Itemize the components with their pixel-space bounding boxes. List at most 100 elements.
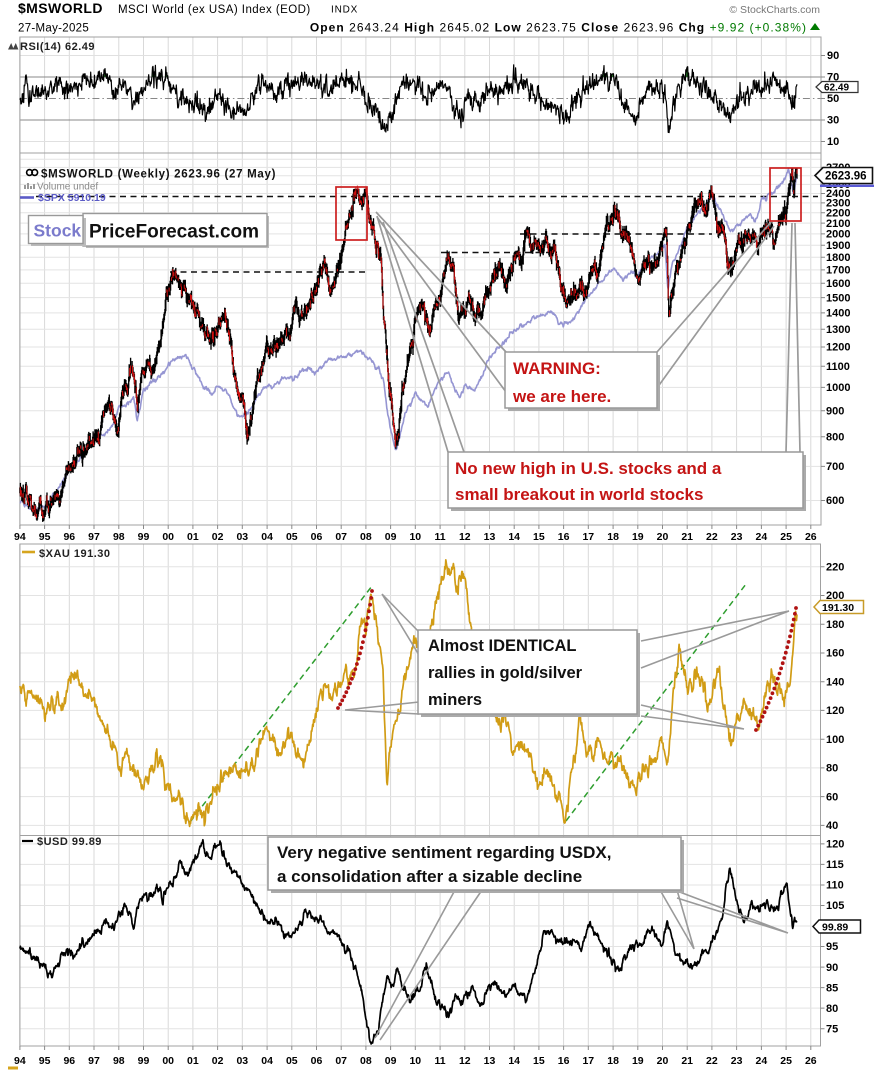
svg-text:96: 96	[63, 1055, 75, 1067]
svg-text:we are here.: we are here.	[512, 387, 611, 406]
svg-text:900: 900	[826, 405, 844, 417]
svg-text:800: 800	[826, 432, 844, 444]
svg-text:95: 95	[39, 531, 51, 543]
svg-text:96: 96	[63, 531, 75, 543]
svg-text:24: 24	[756, 1055, 768, 1067]
svg-text:26: 26	[805, 531, 817, 543]
svg-text:PriceForecast.com: PriceForecast.com	[89, 222, 259, 243]
svg-text:15: 15	[533, 1055, 545, 1067]
svg-text:03: 03	[236, 531, 248, 543]
svg-text:1400: 1400	[826, 308, 850, 320]
svg-text:1000: 1000	[826, 382, 850, 394]
svg-text:$SPX 5910.19: $SPX 5910.19	[38, 192, 106, 204]
svg-text:99: 99	[138, 531, 150, 543]
svg-text:12: 12	[459, 1055, 471, 1067]
svg-text:08: 08	[360, 531, 372, 543]
svg-text:1500: 1500	[826, 292, 850, 304]
svg-text:50: 50	[827, 93, 839, 105]
svg-text:90: 90	[826, 962, 838, 974]
svg-text:© StockCharts.com: © StockCharts.com	[729, 4, 820, 16]
svg-text:07: 07	[335, 531, 347, 543]
svg-text:17: 17	[582, 531, 594, 543]
svg-text:2200: 2200	[826, 208, 850, 220]
svg-text:19: 19	[632, 1055, 644, 1067]
svg-text:95: 95	[826, 941, 838, 953]
svg-text:220: 220	[826, 562, 844, 574]
svg-text:1100: 1100	[826, 361, 850, 373]
svg-text:2623.96: 2623.96	[825, 171, 867, 183]
svg-text:115: 115	[826, 859, 844, 871]
svg-text:RSI(14) 62.49: RSI(14) 62.49	[20, 41, 95, 53]
svg-text:98: 98	[113, 1055, 125, 1067]
svg-text:21: 21	[681, 531, 693, 543]
svg-text:80: 80	[826, 1003, 838, 1015]
svg-text:11: 11	[435, 531, 446, 543]
svg-text:22: 22	[706, 1055, 718, 1067]
svg-text:1700: 1700	[826, 265, 850, 277]
svg-text:13: 13	[484, 1055, 496, 1067]
svg-text:$XAU 191.30: $XAU 191.30	[39, 548, 111, 560]
svg-text:2000: 2000	[826, 229, 850, 241]
svg-text:600: 600	[826, 495, 844, 507]
svg-text:10: 10	[409, 531, 421, 543]
svg-text:24: 24	[756, 531, 768, 543]
svg-text:1200: 1200	[826, 342, 850, 354]
svg-text:06: 06	[311, 531, 323, 543]
svg-text:14: 14	[508, 1055, 520, 1067]
svg-text:a consolidation after a sizabl: a consolidation after a sizable decline	[277, 867, 582, 886]
svg-text:$MSWORLD: $MSWORLD	[18, 0, 103, 16]
svg-text:09: 09	[385, 1055, 397, 1067]
svg-text:05: 05	[286, 531, 298, 543]
svg-text:04: 04	[261, 531, 273, 543]
svg-text:Stock: Stock	[34, 221, 82, 241]
svg-text:17: 17	[582, 1055, 594, 1067]
svg-text:2400: 2400	[826, 188, 850, 200]
svg-text:110: 110	[826, 880, 844, 892]
svg-text:25: 25	[780, 1055, 792, 1067]
svg-text:105: 105	[826, 900, 844, 912]
svg-text:07: 07	[335, 1055, 347, 1067]
svg-text:01: 01	[187, 531, 199, 543]
svg-text:Volume undef: Volume undef	[37, 182, 98, 193]
svg-text:700: 700	[826, 461, 844, 473]
svg-text:18: 18	[607, 531, 619, 543]
svg-text:27-May-2025: 27-May-2025	[18, 23, 89, 35]
svg-text:2100: 2100	[826, 218, 850, 230]
svg-text:02: 02	[212, 1055, 224, 1067]
svg-text:10: 10	[827, 136, 839, 148]
svg-text:00: 00	[162, 531, 174, 543]
svg-text:80: 80	[826, 763, 838, 775]
svg-text:120: 120	[826, 705, 844, 717]
svg-text:$USD 99.89: $USD 99.89	[37, 836, 102, 848]
svg-text:03: 03	[236, 1055, 248, 1067]
svg-text:00: 00	[162, 1055, 174, 1067]
svg-text:160: 160	[826, 648, 844, 660]
svg-text:16: 16	[558, 531, 570, 543]
svg-text:22: 22	[706, 531, 718, 543]
svg-text:04: 04	[261, 1055, 273, 1067]
svg-text:100: 100	[826, 734, 844, 746]
svg-text:02: 02	[212, 531, 224, 543]
svg-text:01: 01	[187, 1055, 199, 1067]
svg-text:75: 75	[826, 1023, 838, 1035]
svg-text:20: 20	[657, 1055, 669, 1067]
svg-text:18: 18	[607, 1055, 619, 1067]
svg-text:13: 13	[484, 531, 496, 543]
svg-text:23: 23	[731, 1055, 743, 1067]
svg-text:miners: miners	[428, 691, 482, 709]
svg-text:1800: 1800	[826, 252, 850, 264]
svg-text:$MSWORLD (Weekly) 2623.96 (27: $MSWORLD (Weekly) 2623.96 (27 May)	[41, 169, 276, 181]
svg-text:94: 94	[14, 1055, 26, 1067]
svg-text:1300: 1300	[826, 324, 850, 336]
svg-text:11: 11	[435, 1055, 446, 1067]
svg-text:60: 60	[826, 791, 838, 803]
svg-text:99.89: 99.89	[822, 922, 848, 934]
svg-text:98: 98	[113, 531, 125, 543]
svg-text:85: 85	[826, 982, 838, 994]
svg-text:INDX: INDX	[331, 5, 358, 16]
svg-text:25: 25	[780, 531, 792, 543]
svg-text:20: 20	[657, 531, 669, 543]
svg-text:2300: 2300	[826, 198, 850, 210]
svg-text:94: 94	[14, 531, 26, 543]
svg-text:97: 97	[88, 531, 100, 543]
